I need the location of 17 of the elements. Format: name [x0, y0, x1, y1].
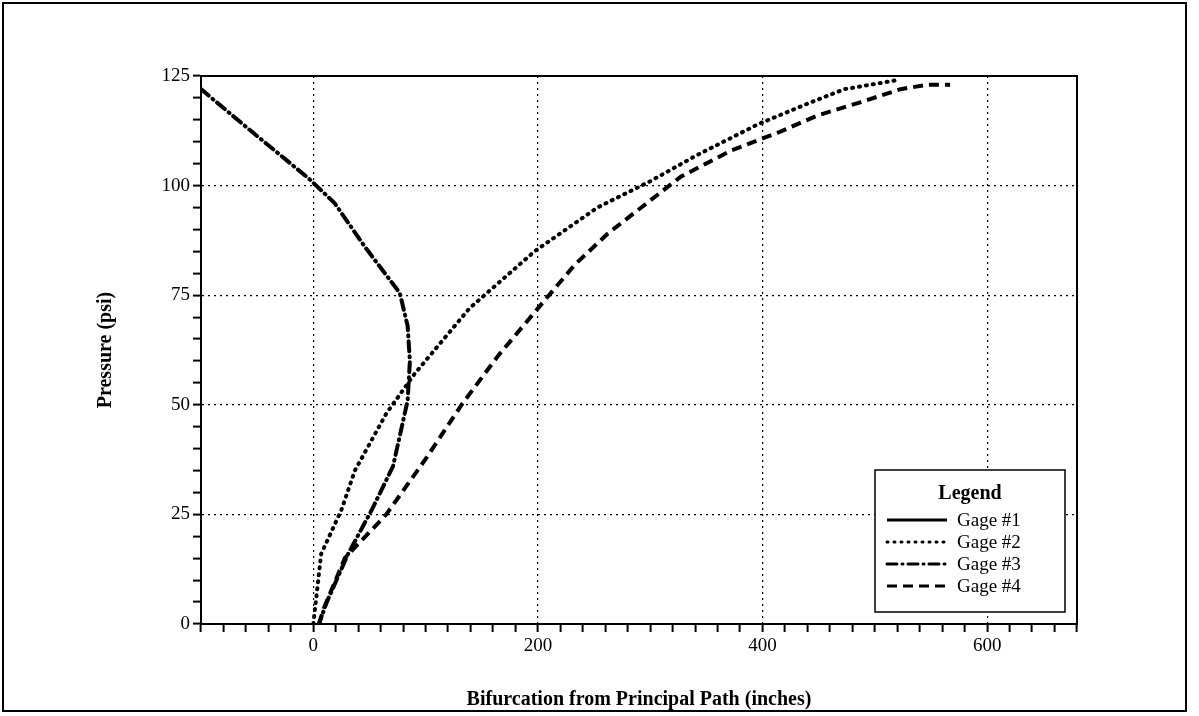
legend-title: Legend — [938, 481, 1002, 505]
y-tick-label: 100 — [161, 173, 190, 195]
y-tick-label: 75 — [171, 283, 190, 305]
x-tick-label: 400 — [748, 634, 777, 656]
x-tick-label: 200 — [523, 634, 553, 656]
legend-label: Gage #1 — [957, 508, 1021, 530]
legend-label: Gage #2 — [957, 530, 1021, 552]
y-tick-label: 125 — [161, 63, 190, 85]
y-tick-label: 25 — [171, 502, 190, 524]
x-tick-label: 0 — [308, 634, 319, 656]
y-axis-title: Pressure (psi) — [93, 291, 117, 409]
x-tick-label: 600 — [972, 634, 1002, 656]
y-tick-label: 0 — [180, 611, 190, 633]
legend-label: Gage #3 — [957, 552, 1021, 574]
x-axis-title: Bifurcation from Principal Path (inches) — [466, 687, 812, 711]
y-tick-label: 50 — [171, 392, 190, 414]
legend-label: Gage #4 — [957, 574, 1022, 596]
